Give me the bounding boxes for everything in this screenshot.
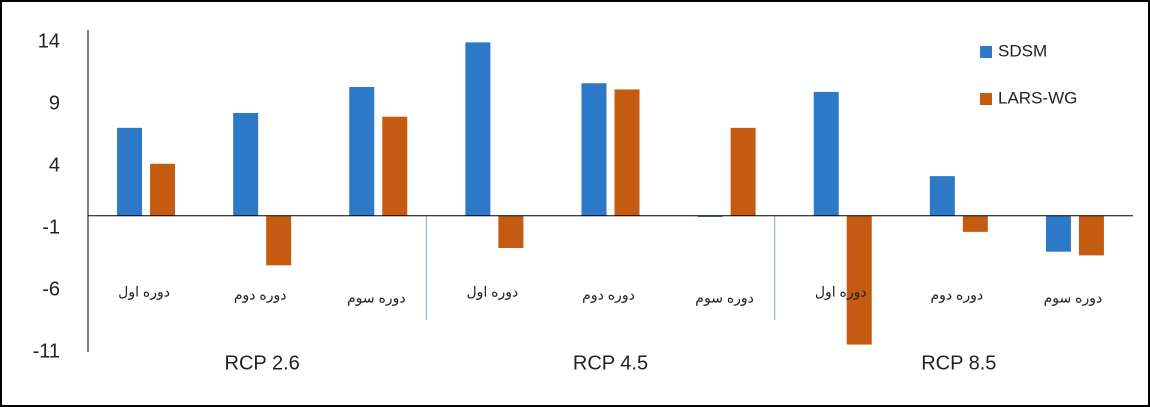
y-tick-label: 14 <box>38 31 60 53</box>
x-tick-label: دوره سوم <box>695 290 754 307</box>
y-tick-label: 9 <box>49 93 60 115</box>
bar <box>1078 215 1104 256</box>
bar <box>233 112 259 216</box>
x-tick-label: دوره دوم <box>582 287 635 304</box>
legend-label: SDSM <box>998 41 1047 60</box>
group-label: RCP 4.5 <box>573 352 648 374</box>
legend-label: LARS-WG <box>998 88 1077 107</box>
bar <box>730 127 756 216</box>
y-tick-label: -6 <box>42 278 60 300</box>
bar <box>266 215 292 266</box>
legend-swatch <box>980 93 992 105</box>
bar <box>382 116 408 216</box>
x-tick-label: دوره سوم <box>347 290 406 307</box>
bar <box>846 215 872 345</box>
legend-swatch <box>980 46 992 58</box>
bar <box>1045 215 1071 252</box>
bar <box>498 215 524 248</box>
group-label: RCP 2.6 <box>225 352 300 374</box>
x-tick-label: دوره سوم <box>1044 290 1103 307</box>
y-tick-label: 4 <box>49 155 60 177</box>
x-tick-label: دوره اول <box>815 284 867 301</box>
bar <box>929 176 955 216</box>
bar <box>150 163 176 216</box>
bar <box>117 127 143 216</box>
bar <box>962 215 988 232</box>
bar <box>581 83 607 216</box>
y-tick-label: -1 <box>42 216 60 238</box>
bar <box>465 42 491 216</box>
x-tick-label: دوره اول <box>466 284 518 301</box>
bar <box>813 91 839 216</box>
y-tick-label: -11 <box>33 340 60 362</box>
bar <box>697 215 723 218</box>
bar <box>349 86 375 216</box>
bar <box>614 89 640 216</box>
group-label: RCP 8.5 <box>921 352 996 374</box>
x-tick-label: دوره اول <box>118 284 170 301</box>
x-tick-label: دوره دوم <box>931 287 984 304</box>
x-tick-label: دوره دوم <box>234 287 287 304</box>
